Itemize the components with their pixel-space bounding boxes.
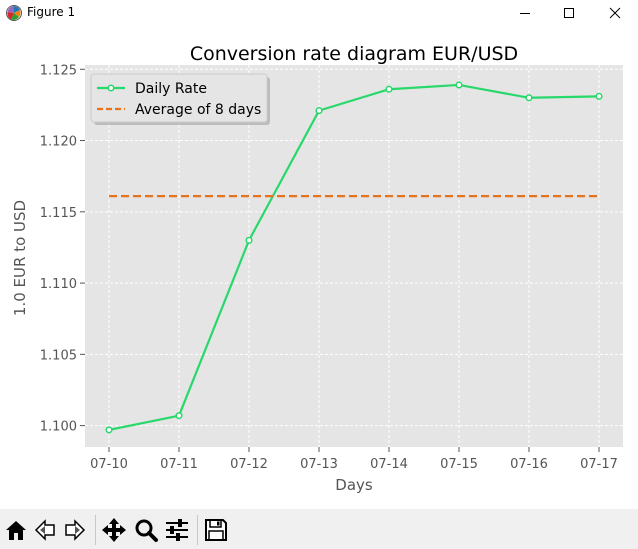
maximize-icon xyxy=(564,8,574,18)
window-title: Figure 1 xyxy=(27,5,76,19)
series-lines xyxy=(108,83,600,431)
y-tick-label: 1.100 xyxy=(40,420,77,435)
move-arrows-icon xyxy=(102,518,126,542)
y-tick-label: 1.120 xyxy=(40,135,77,150)
back-arrow-icon xyxy=(34,519,55,541)
forward-arrow-icon xyxy=(65,519,86,541)
x-tick-label: 07-17 xyxy=(580,457,618,472)
y-tick-label: 1.110 xyxy=(40,277,77,292)
x-axis-ticks: 07-10 07-11 07-12 07-13 07-14 07-15 07-16 07-17 xyxy=(90,447,618,472)
matplotlib-logo-icon xyxy=(6,5,22,21)
magnifier-icon xyxy=(135,519,158,542)
y-tick-label: 1.115 xyxy=(40,206,77,221)
zoom-button[interactable] xyxy=(132,516,160,544)
grid-lines xyxy=(85,65,623,447)
data-point xyxy=(385,85,393,93)
y-tick-label: 1.125 xyxy=(40,63,77,78)
data-point xyxy=(175,412,183,420)
legend-label: Daily Rate xyxy=(135,81,207,97)
x-tick-label: 07-11 xyxy=(160,457,198,472)
back-button[interactable] xyxy=(31,516,59,544)
data-point xyxy=(245,236,253,244)
maximize-button[interactable] xyxy=(546,0,592,26)
data-point xyxy=(525,94,533,102)
x-tick-label: 07-10 xyxy=(90,457,128,472)
chart-title: Conversion rate diagram EUR/USD xyxy=(190,43,518,65)
legend: Daily Rate Average of 8 days xyxy=(90,73,270,125)
data-point xyxy=(455,81,463,89)
plot-area xyxy=(85,65,623,447)
close-button[interactable] xyxy=(592,0,638,26)
x-tick-label: 07-16 xyxy=(510,457,548,472)
window-titlebar: Figure 1 xyxy=(0,0,638,26)
toolbar-separator xyxy=(197,515,198,545)
y-tick-label: 1.105 xyxy=(40,348,77,363)
minimize-icon xyxy=(520,13,530,14)
navigation-toolbar xyxy=(0,509,638,549)
forward-button[interactable] xyxy=(61,516,89,544)
data-point xyxy=(105,426,113,434)
figure-canvas[interactable]: 1.100 1.105 1.110 1.115 1.120 1.125 07-10 07-1… xyxy=(0,26,638,509)
close-icon xyxy=(609,7,621,19)
data-point xyxy=(315,107,323,115)
x-tick-label: 07-13 xyxy=(300,457,338,472)
toolbar-separator xyxy=(95,515,96,545)
save-button[interactable] xyxy=(202,516,230,544)
y-axis-label: 1.0 EUR to USD xyxy=(11,200,29,316)
legend-marker xyxy=(107,84,115,92)
y-axis-ticks: 1.100 1.105 1.110 1.115 1.120 1.125 xyxy=(40,63,85,435)
home-icon xyxy=(6,521,26,540)
sliders-icon xyxy=(166,519,188,541)
home-button[interactable] xyxy=(2,516,30,544)
x-tick-label: 07-12 xyxy=(230,457,268,472)
data-point xyxy=(595,92,603,100)
floppy-disk-icon xyxy=(205,519,227,541)
configure-subplots-button[interactable] xyxy=(163,516,191,544)
x-tick-label: 07-14 xyxy=(370,457,408,472)
x-tick-label: 07-15 xyxy=(440,457,478,472)
series-line-daily-rate xyxy=(108,83,600,431)
x-axis-label: Days xyxy=(335,476,373,494)
legend-label: Average of 8 days xyxy=(135,102,261,118)
minimize-button[interactable] xyxy=(502,0,548,26)
series-markers xyxy=(105,81,603,434)
pan-button[interactable] xyxy=(100,516,128,544)
